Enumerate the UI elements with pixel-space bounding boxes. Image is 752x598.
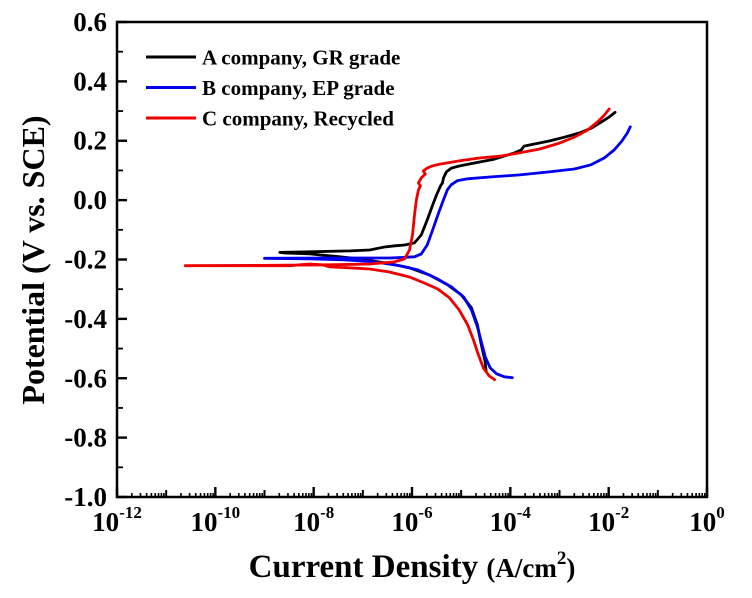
y-tick-label: -0.2 <box>64 245 107 275</box>
x-tick-label: 100 <box>689 503 725 537</box>
series-line-a-company-gr-grade <box>278 110 617 374</box>
y-tick-label: 0.6 <box>73 7 107 37</box>
x-tick-label: 10-10 <box>190 503 240 537</box>
y-tick-label: 0.2 <box>73 126 107 156</box>
x-tick-label: 10-4 <box>490 503 532 537</box>
y-tick-label: 0.0 <box>73 185 107 215</box>
x-axis-ticks <box>115 487 709 497</box>
y-tick-label: 0.4 <box>73 66 107 96</box>
y-axis-ticks <box>117 20 127 499</box>
legend-label: A company, GR grade <box>202 46 400 70</box>
y-axis-title: Potential (V vs. SCE) <box>15 115 51 404</box>
y-tick-label: -1.0 <box>64 482 107 512</box>
data-series <box>183 107 632 382</box>
series-line-c-company-recycled <box>183 107 611 382</box>
x-tick-label: 10-8 <box>293 503 334 537</box>
x-tick-label: 10-12 <box>92 503 142 537</box>
y-tick-label: -0.4 <box>64 304 107 334</box>
legend-item: B company, EP grade <box>146 76 395 100</box>
legend-item: C company, Recycled <box>146 107 394 131</box>
legend-item: A company, GR grade <box>146 46 400 70</box>
series-line-b-company-ep-grade <box>263 125 632 380</box>
y-tick-label: -0.6 <box>64 363 107 393</box>
x-axis-title: Current Density (A/cm2) <box>249 548 576 585</box>
legend-label: C company, Recycled <box>202 107 394 131</box>
x-tick-label: 10-2 <box>588 503 629 537</box>
x-tick-label: 10-6 <box>391 503 432 537</box>
legend-label: B company, EP grade <box>202 76 395 100</box>
y-axis-tick-labels: 0.6 0.4 0.2 0.0 -0.2 -0.4 -0.6 -0.8 -1.0 <box>64 7 107 512</box>
y-tick-label: -0.8 <box>64 423 107 453</box>
legend: A company, GR grade B company, EP grade C … <box>146 46 400 131</box>
x-axis-tick-labels: 10-12 10-10 10-8 10-6 10-4 10-2 100 <box>92 503 725 537</box>
